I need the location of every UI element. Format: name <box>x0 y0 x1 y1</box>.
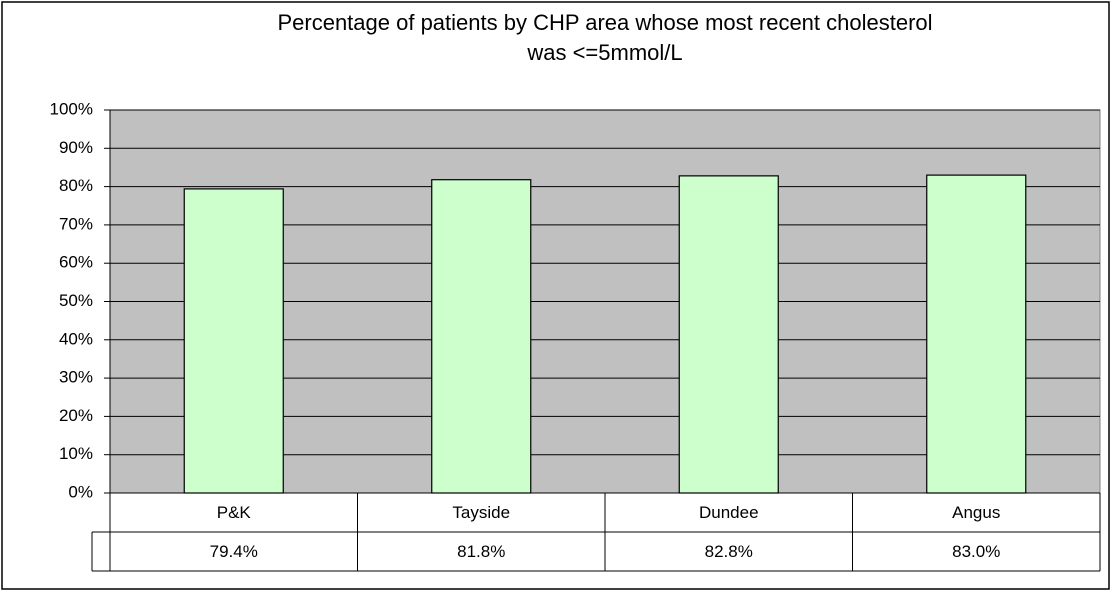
y-tick-label: 20% <box>59 406 93 425</box>
y-tick-label: 60% <box>59 253 93 272</box>
x-tick-label: Angus <box>952 503 1000 522</box>
bar <box>183 188 284 494</box>
y-tick-label: 0% <box>68 482 93 501</box>
y-tick-label: 70% <box>59 214 93 233</box>
y-tick-label: 80% <box>59 176 93 195</box>
y-tick-label: 10% <box>59 444 93 463</box>
y-tick-label: 100% <box>50 99 93 118</box>
y-tick-label: 90% <box>59 138 93 157</box>
data-label: 83.0% <box>952 542 1000 561</box>
x-tick-label: Dundee <box>699 503 759 522</box>
chart-title: Percentage of patients by CHP area whose… <box>277 10 933 65</box>
y-tick-label: 50% <box>59 291 93 310</box>
x-tick-label: Tayside <box>452 503 510 522</box>
data-label: 82.8% <box>705 542 753 561</box>
data-label: 81.8% <box>457 542 505 561</box>
bar <box>926 174 1027 494</box>
y-tick-label: 40% <box>59 329 93 348</box>
bar <box>431 179 532 494</box>
x-tick-label: P&K <box>217 503 252 522</box>
bar <box>678 175 779 494</box>
y-tick-label: 30% <box>59 368 93 387</box>
data-label: 79.4% <box>210 542 258 561</box>
